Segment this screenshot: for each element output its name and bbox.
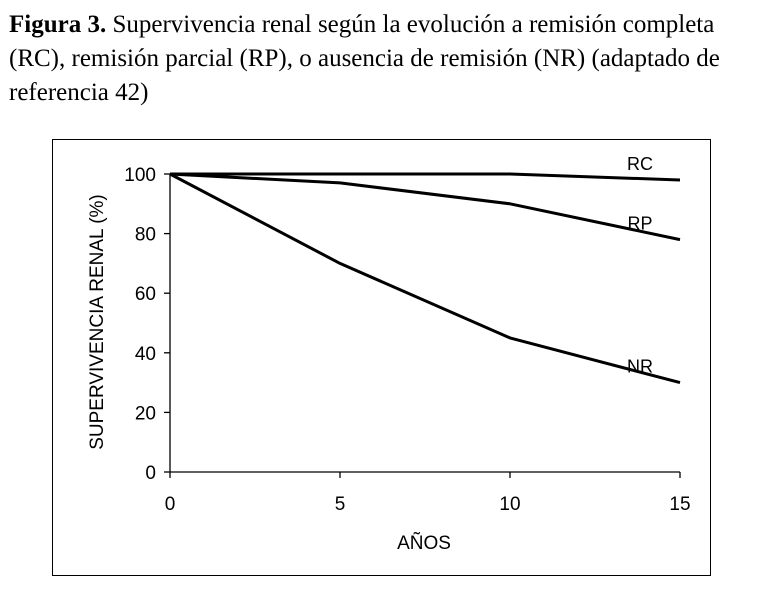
chart-series-labels: RC RP NR: [627, 154, 653, 377]
y-tick-label: 20: [135, 403, 156, 424]
series-label-rc: RC: [627, 154, 653, 174]
chart-axes: [169, 174, 680, 473]
series-line-rp: [169, 172, 681, 242]
y-axis-label: SUPERVIVENCIA RENAL (%): [87, 194, 108, 450]
chart-series-lines: [169, 172, 681, 385]
series-line-nr: [169, 172, 681, 385]
x-tick-label: 15: [669, 494, 690, 515]
y-tick-label: 80: [135, 225, 156, 246]
chart-ticks: 0 20 40 60 80 100 0 5 10 15: [124, 165, 690, 515]
figure-caption-text: Supervivencia renal según la evolución a…: [9, 11, 720, 106]
y-tick-label: 60: [135, 284, 156, 305]
x-tick-label: 0: [165, 494, 176, 515]
y-tick-label: 0: [145, 463, 156, 484]
x-tick-label: 5: [335, 494, 346, 515]
series-line-rc: [170, 172, 681, 182]
figure-caption: Figura 3. Supervivencia renal según la e…: [9, 8, 757, 110]
series-label-rp: RP: [627, 214, 652, 234]
figure-caption-lead: Figura 3.: [9, 11, 107, 38]
x-tick-label: 10: [499, 494, 520, 515]
x-axis-label: AÑOS: [397, 532, 451, 554]
y-tick-label: 40: [135, 344, 156, 365]
series-label-nr: NR: [627, 357, 653, 377]
chart-frame: [52, 139, 711, 576]
y-tick-label: 100: [124, 165, 156, 186]
